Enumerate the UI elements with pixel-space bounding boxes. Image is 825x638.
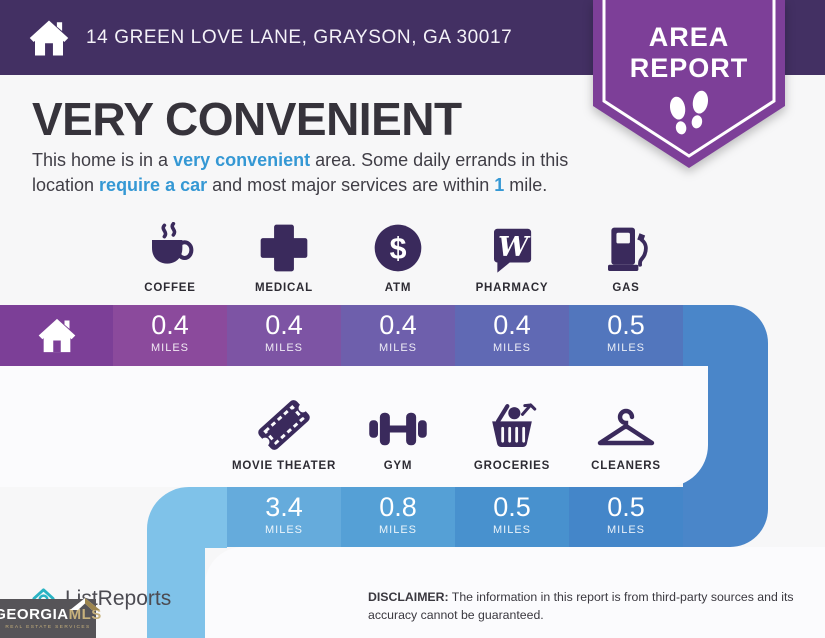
poi-label: MEDICAL	[255, 282, 313, 294]
mls-roof-icon	[69, 598, 100, 610]
distance-value: 0.5	[493, 492, 531, 522]
svg-text:W: W	[498, 232, 531, 263]
distance-value: 3.4	[265, 492, 303, 522]
distance-cell: 0.8 MILES	[341, 487, 455, 547]
home-icon	[29, 20, 69, 55]
distance-cell: 0.4 MILES	[455, 305, 569, 366]
distance-value: 0.8	[379, 492, 417, 522]
distance-cell: 0.5 MILES	[569, 305, 683, 366]
distance-value: 0.5	[607, 310, 645, 340]
badge-line2: REPORT	[629, 53, 749, 84]
poi-groceries: GROCERIES	[455, 392, 569, 472]
distance-value: 0.4	[151, 310, 189, 340]
poi-label: GAS	[612, 282, 640, 294]
home-icon	[38, 318, 75, 353]
poi-label: GROCERIES	[473, 460, 551, 472]
highlight-require-a-car: require a car	[99, 174, 208, 195]
medical-cross-icon	[260, 224, 308, 272]
distance-value: 0.4	[493, 310, 531, 340]
disclaimer-text: DISCLAIMER: The information in this repo…	[368, 590, 794, 622]
badge-line1: AREA	[648, 22, 730, 52]
distance-value: 0.4	[265, 310, 303, 340]
poi-label: PHARMACY	[475, 282, 549, 294]
home-cell	[0, 305, 113, 366]
poi-label: GYM	[383, 460, 413, 472]
movie-ticket-icon	[258, 400, 310, 450]
poi-label: CLEANERS	[591, 460, 661, 472]
distance-cell: 0.4 MILES	[341, 305, 455, 366]
atm-icon: $	[374, 224, 422, 272]
poi-label: ATM	[384, 282, 412, 294]
distance-cell: 0.4 MILES	[227, 305, 341, 366]
property-address: 14 GREEN LOVE LANE, GRAYSON, GA 30017	[86, 26, 513, 48]
disclaimer-panel	[205, 547, 825, 638]
poi-coffee: COFFEE	[113, 214, 227, 294]
row2-panel	[0, 366, 708, 487]
poi-gas: GAS	[569, 214, 683, 294]
area-report-badge: AREA REPORT	[593, 0, 785, 172]
page-title: VERY CONVENIENT	[32, 93, 462, 145]
georgia-mls-logo: GEORGIAMLS REAL ESTATE SERVICES	[0, 598, 101, 638]
poi-cleaners: CLEANERS	[569, 392, 683, 472]
hanger-icon	[597, 408, 655, 446]
distance-value: 0.5	[607, 492, 645, 522]
poi-movie-theater: MOVIE THEATER	[227, 392, 341, 472]
disclaimer-label: DISCLAIMER:	[368, 590, 449, 604]
poi-label: MOVIE THEATER	[231, 460, 337, 472]
poi-atm: $ ATM	[341, 214, 455, 294]
ribbon-shape	[593, 0, 785, 168]
distance-cell: 0.5 MILES	[455, 487, 569, 547]
gas-pump-icon	[608, 227, 648, 271]
poi-pharmacy: W PHARMACY	[455, 214, 569, 294]
dumbbell-icon	[369, 412, 427, 446]
pharmacy-icon: W	[494, 228, 532, 273]
coffee-icon	[152, 222, 194, 264]
svg-text:$: $	[390, 233, 407, 266]
connector-band-left-strip	[147, 540, 205, 638]
summary-text: This home is in a very convenient area. …	[32, 150, 569, 195]
connector-band-left	[147, 487, 227, 548]
poi-medical: MEDICAL	[227, 214, 341, 294]
highlight-one: 1	[494, 174, 505, 195]
poi-gym: GYM	[341, 392, 455, 472]
grocery-basket-icon	[492, 403, 537, 447]
footprints-icon	[669, 90, 709, 135]
highlight-very-convenient: very convenient	[173, 150, 311, 170]
distance-value: 0.4	[379, 310, 417, 340]
distance-cell: 3.4 MILES	[227, 487, 341, 547]
distance-cell: 0.4 MILES	[113, 305, 227, 366]
distance-cell: 0.5 MILES	[569, 487, 683, 547]
poi-label: COFFEE	[144, 282, 196, 294]
